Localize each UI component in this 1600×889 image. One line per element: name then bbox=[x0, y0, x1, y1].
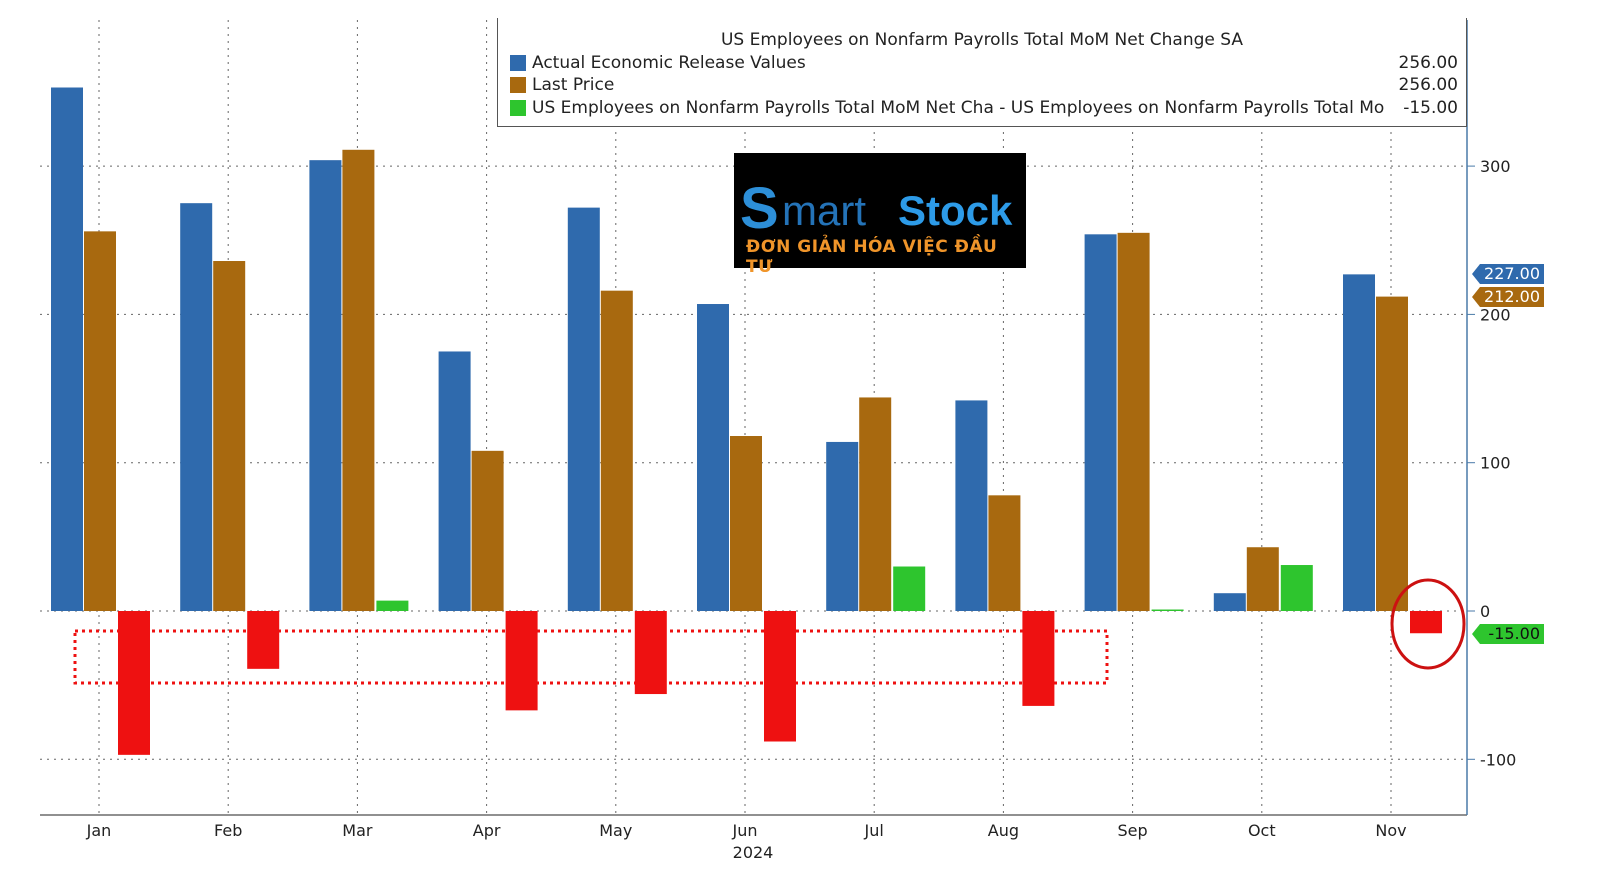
bar-last-price-jan bbox=[84, 231, 116, 612]
legend-swatch bbox=[510, 77, 526, 93]
annotation-circle bbox=[1390, 578, 1466, 670]
bar-last-price-oct bbox=[1246, 547, 1279, 611]
bar-actual-feb bbox=[180, 203, 213, 612]
x-tick-label: Nov bbox=[1375, 821, 1406, 840]
logo-stock: Stock bbox=[898, 187, 1013, 234]
legend-value: 256.00 bbox=[1398, 53, 1458, 73]
legend-label: Actual Economic Release Values bbox=[532, 53, 806, 73]
legend-value: -15.00 bbox=[1403, 98, 1458, 118]
last-value-tag-difference: -15.00 bbox=[1472, 624, 1544, 644]
y-tick-label: 300 bbox=[1480, 157, 1511, 176]
bar-last-price-jul bbox=[859, 397, 892, 611]
legend-swatch bbox=[510, 100, 526, 116]
y-tick-label: -100 bbox=[1480, 750, 1516, 769]
bar-difference-apr bbox=[505, 611, 538, 711]
bar-actual-jan bbox=[51, 87, 83, 612]
legend-swatch bbox=[510, 55, 526, 71]
x-tick-label: Oct bbox=[1248, 821, 1276, 840]
bar-difference-mar bbox=[376, 600, 409, 611]
bar-difference-feb bbox=[247, 611, 280, 669]
bar-actual-apr bbox=[438, 351, 471, 611]
bar-last-price-may bbox=[600, 290, 633, 611]
y-tick-label: 0 bbox=[1480, 602, 1490, 621]
bar-last-price-sep bbox=[1117, 232, 1150, 611]
bar-difference-jul bbox=[893, 566, 926, 611]
smartstock-watermark-logo: S mart Stock ĐƠN GIẢN HÓA VIỆC ĐẦU TƯ bbox=[734, 153, 1026, 277]
bar-difference-aug bbox=[1022, 611, 1055, 706]
x-axis-label: 2024 bbox=[733, 843, 774, 862]
bar-actual-jun bbox=[697, 304, 729, 611]
bar-difference-nov bbox=[1410, 611, 1442, 634]
legend-item-last-price: Last Price 256.00 bbox=[510, 74, 1458, 96]
bar-actual-oct bbox=[1213, 593, 1246, 611]
x-tick-label: Aug bbox=[988, 821, 1019, 840]
x-tick-label: May bbox=[599, 821, 632, 840]
bar-last-price-jun bbox=[730, 436, 762, 611]
last-value-tag-last-price: 212.00 bbox=[1472, 287, 1544, 307]
x-tick-label: Sep bbox=[1118, 821, 1148, 840]
annotation-dotted-box bbox=[73, 629, 1109, 685]
legend-label: US Employees on Nonfarm Payrolls Total M… bbox=[532, 98, 1385, 118]
chart-title: US Employees on Nonfarm Payrolls Total M… bbox=[720, 30, 1244, 50]
y-tick-label: 200 bbox=[1480, 305, 1511, 324]
x-tick-label: Mar bbox=[342, 821, 373, 840]
bar-last-price-feb bbox=[213, 261, 246, 611]
logo-mart: mart bbox=[782, 187, 866, 234]
bar-last-price-mar bbox=[342, 149, 375, 612]
legend-value: 256.00 bbox=[1398, 75, 1458, 95]
logo-s: S bbox=[740, 176, 779, 241]
bar-actual-mar bbox=[309, 160, 342, 611]
legend-item-actual: Actual Economic Release Values 256.00 bbox=[510, 52, 1458, 74]
bar-difference-may bbox=[634, 611, 667, 695]
bar-actual-aug bbox=[955, 400, 988, 611]
bar-last-price-apr bbox=[471, 450, 504, 611]
legend-label: Last Price bbox=[532, 75, 615, 95]
bar-difference-oct bbox=[1280, 565, 1313, 611]
bar-actual-jul bbox=[826, 441, 859, 611]
x-tick-label: Jul bbox=[864, 821, 884, 840]
bar-actual-nov bbox=[1343, 274, 1375, 611]
bar-difference-jun bbox=[764, 611, 796, 742]
y-tick-label: 100 bbox=[1480, 454, 1511, 473]
bar-actual-sep bbox=[1084, 234, 1117, 611]
bar-last-price-nov bbox=[1376, 296, 1408, 611]
x-tick-label: Jan bbox=[86, 821, 112, 840]
x-tick-label: Feb bbox=[214, 821, 242, 840]
last-value-tag-actual: 227.00 bbox=[1472, 264, 1544, 284]
bar-difference-sep bbox=[1151, 609, 1184, 611]
bar-actual-may bbox=[567, 207, 600, 611]
x-tick-label: Jun bbox=[732, 821, 758, 840]
legend-item-difference: US Employees on Nonfarm Payrolls Total M… bbox=[510, 97, 1458, 119]
logo-tagline: ĐƠN GIẢN HÓA VIỆC ĐẦU TƯ bbox=[746, 237, 998, 277]
bar-last-price-aug bbox=[988, 495, 1021, 611]
legend: US Employees on Nonfarm Payrolls Total M… bbox=[497, 18, 1467, 127]
x-tick-label: Apr bbox=[473, 821, 501, 840]
